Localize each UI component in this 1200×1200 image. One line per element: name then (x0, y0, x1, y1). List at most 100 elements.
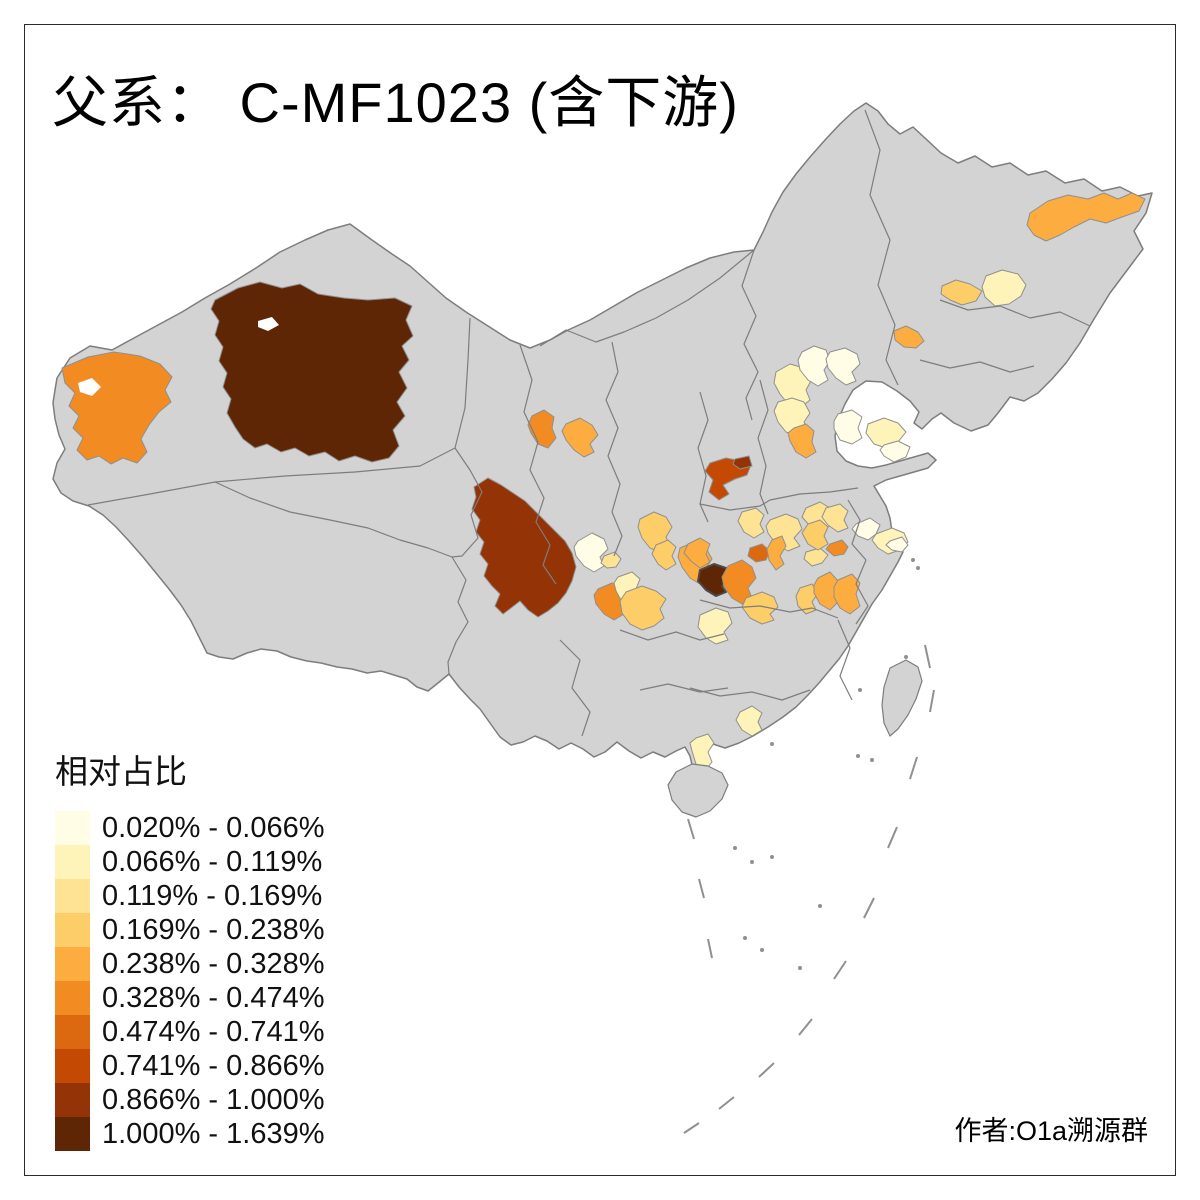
islet-dot (733, 846, 737, 850)
sea-boundary-dash (758, 1062, 775, 1078)
sea-boundary-dash (798, 1018, 813, 1036)
legend-swatch (55, 981, 90, 1015)
map-region-ganzi (471, 477, 577, 618)
legend-range-label: 0.328% - 0.474% (102, 981, 325, 1014)
map-region-luzhou-yibin (619, 585, 667, 631)
sea-boundary-dash (929, 689, 935, 713)
province-boundary-line (559, 639, 591, 737)
legend-swatch (55, 913, 90, 947)
sea-boundary-dash (909, 756, 918, 780)
sea-boundary-dash (887, 826, 898, 849)
province-boundary-line (855, 559, 869, 625)
province-boundary-line (451, 447, 483, 558)
province-boundary-line (519, 344, 557, 585)
province-boundary-line (699, 487, 859, 511)
legend-swatch (55, 947, 90, 981)
map-region-chengde (825, 347, 861, 386)
province-boundary-line (447, 556, 469, 675)
map-hole-bayingolin-lake (258, 317, 279, 331)
map-region-gansu-east (561, 417, 599, 458)
sea-boundary-dash (707, 938, 713, 959)
map-region-changchun (981, 269, 1027, 307)
islet-dot (770, 742, 774, 746)
map-region-guangan (651, 539, 677, 571)
map-region-enshi (697, 563, 731, 597)
map-region-jinan (833, 409, 863, 445)
legend-range-label: 0.119% - 0.169% (102, 879, 323, 912)
province-boundary-line (699, 599, 839, 619)
legend-swatch (55, 811, 90, 845)
legend-range-label: 0.866% - 1.000% (102, 1083, 325, 1116)
islet-dot (858, 688, 862, 692)
province-boundary-line (697, 391, 709, 523)
map-title: 父系： C-MF1023 (含下游) (52, 71, 739, 134)
islet-dot (916, 566, 920, 570)
sea-boundary-dash (698, 878, 705, 899)
legend-range-label: 0.066% - 0.119% (102, 845, 323, 878)
islet-dot (750, 860, 754, 864)
legend-row: 0.119% - 0.169% (55, 879, 324, 913)
map-region-yichang (747, 543, 771, 563)
map-region-guangdong-central (735, 705, 763, 737)
province-boundary-line (919, 359, 1035, 373)
mainland-china-shape (52, 102, 1153, 778)
island-taiwan (881, 659, 923, 737)
legend-row: 0.066% - 0.119% (55, 845, 324, 879)
islet-dot (798, 966, 802, 970)
islet-dot (760, 948, 764, 952)
map-region-jincheng-north (732, 455, 753, 470)
legend-row: 0.866% - 1.000% (55, 1083, 324, 1117)
province-boundary-line (741, 249, 759, 421)
islet-dot (856, 754, 860, 758)
province-boundary-line (837, 619, 853, 701)
province-boundary-line (939, 299, 1091, 327)
islet-dot (818, 904, 822, 908)
legend-row: 0.238% - 0.328% (55, 947, 324, 981)
map-region-jiangxi-west (813, 571, 839, 611)
map-region-shandong-south (879, 440, 911, 463)
map-region-hunan-north (697, 607, 733, 645)
legend-row: 0.169% - 0.238% (55, 913, 324, 947)
province-boundary-line (539, 249, 755, 347)
map-region-chaoyang (893, 325, 925, 349)
map-region-anhui-east (821, 503, 849, 533)
province-boundary-line (864, 109, 899, 386)
island-hainan (667, 763, 729, 818)
map-region-jiangxi-east (833, 573, 861, 615)
legend-row: 0.474% - 0.741% (55, 1015, 324, 1049)
legend-range-label: 0.020% - 0.066% (102, 811, 325, 844)
map-hole-kashgar-gap (78, 378, 101, 396)
legend-row: 1.000% - 1.639% (55, 1117, 324, 1151)
province-boundary-line (619, 629, 725, 641)
islet-dot (904, 655, 908, 659)
map-region-shijiazhuang (787, 423, 817, 459)
legend-row: 0.741% - 0.866% (55, 1049, 324, 1083)
legend-range-label: 0.474% - 0.741% (102, 1015, 325, 1048)
legend-range-label: 1.000% - 1.639% (102, 1117, 325, 1150)
islet-dot (743, 936, 747, 940)
map-region-hegang-jiamusi (1026, 192, 1146, 242)
map-region-beijing (797, 345, 831, 387)
map-region-shanghai-adjacent (885, 536, 909, 553)
map-region-anhui-center (801, 519, 829, 551)
province-boundary-line (757, 379, 769, 515)
sea-boundary-dash (924, 644, 931, 669)
legend-swatch (55, 1117, 90, 1151)
attribution-text: 作者:O1a溯源群 (954, 1116, 1148, 1146)
legend-swatch (55, 1083, 90, 1117)
legend-range-label: 0.741% - 0.866% (102, 1049, 325, 1082)
legend-row: 0.328% - 0.474% (55, 981, 324, 1015)
province-boundary-line (214, 481, 453, 558)
sea-boundary-dash (718, 1096, 735, 1110)
legend-swatch (55, 879, 90, 913)
map-region-xiangyang (683, 537, 711, 569)
province-boundary-line (847, 499, 867, 561)
map-region-bayingolin (210, 281, 414, 463)
legend-row: 0.020% - 0.066% (55, 811, 324, 845)
map-region-gansu-west (527, 409, 557, 449)
province-boundary-line (87, 317, 471, 506)
province-boundary-line (689, 687, 811, 701)
sea-boundary-dash (683, 1122, 700, 1134)
legend: 相对占比 0.020% - 0.066% 0.066% - 0.119% 0.119… (55, 745, 324, 1151)
